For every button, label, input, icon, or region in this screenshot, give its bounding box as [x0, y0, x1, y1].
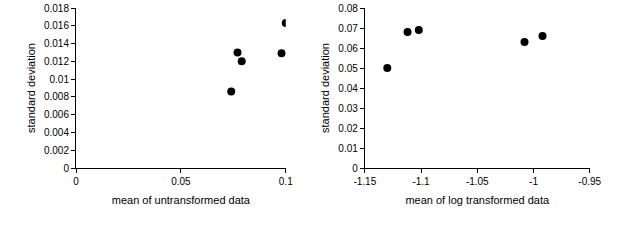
svg-text:0.002: 0.002: [44, 145, 69, 156]
svg-text:0.05: 0.05: [338, 63, 358, 74]
svg-text:0.04: 0.04: [338, 83, 358, 94]
svg-text:0.02: 0.02: [338, 123, 358, 134]
svg-text:0.03: 0.03: [338, 103, 358, 114]
svg-text:0.05: 0.05: [171, 176, 191, 187]
svg-text:0.01: 0.01: [50, 74, 70, 85]
svg-text:0.012: 0.012: [44, 56, 69, 67]
svg-text:0.01: 0.01: [338, 143, 358, 154]
svg-text:0.06: 0.06: [338, 43, 358, 54]
svg-text:-1.15: -1.15: [353, 176, 376, 187]
svg-text:0.016: 0.016: [44, 20, 69, 31]
svg-text:0.08: 0.08: [338, 3, 358, 14]
svg-text:0.008: 0.008: [44, 91, 69, 102]
svg-text:mean of log transformed data: mean of log transformed data: [405, 194, 550, 206]
svg-text:0: 0: [63, 163, 69, 174]
svg-text:0.006: 0.006: [44, 109, 69, 120]
svg-text:standard deviation: standard deviation: [25, 43, 37, 133]
svg-text:0.1: 0.1: [279, 176, 293, 187]
svg-text:0.004: 0.004: [44, 127, 69, 138]
svg-text:-1: -1: [529, 176, 538, 187]
svg-text:0.07: 0.07: [338, 23, 358, 34]
svg-text:mean of untransformed data: mean of untransformed data: [112, 194, 251, 206]
svg-text:0.014: 0.014: [44, 38, 69, 49]
svg-text:standard deviation: standard deviation: [319, 43, 331, 133]
svg-text:0.018: 0.018: [44, 3, 69, 14]
svg-text:-1.05: -1.05: [466, 176, 489, 187]
svg-text:0: 0: [73, 176, 79, 187]
svg-text:0: 0: [352, 163, 358, 174]
svg-text:-0.95: -0.95: [578, 176, 601, 187]
svg-text:-1.1: -1.1: [412, 176, 430, 187]
